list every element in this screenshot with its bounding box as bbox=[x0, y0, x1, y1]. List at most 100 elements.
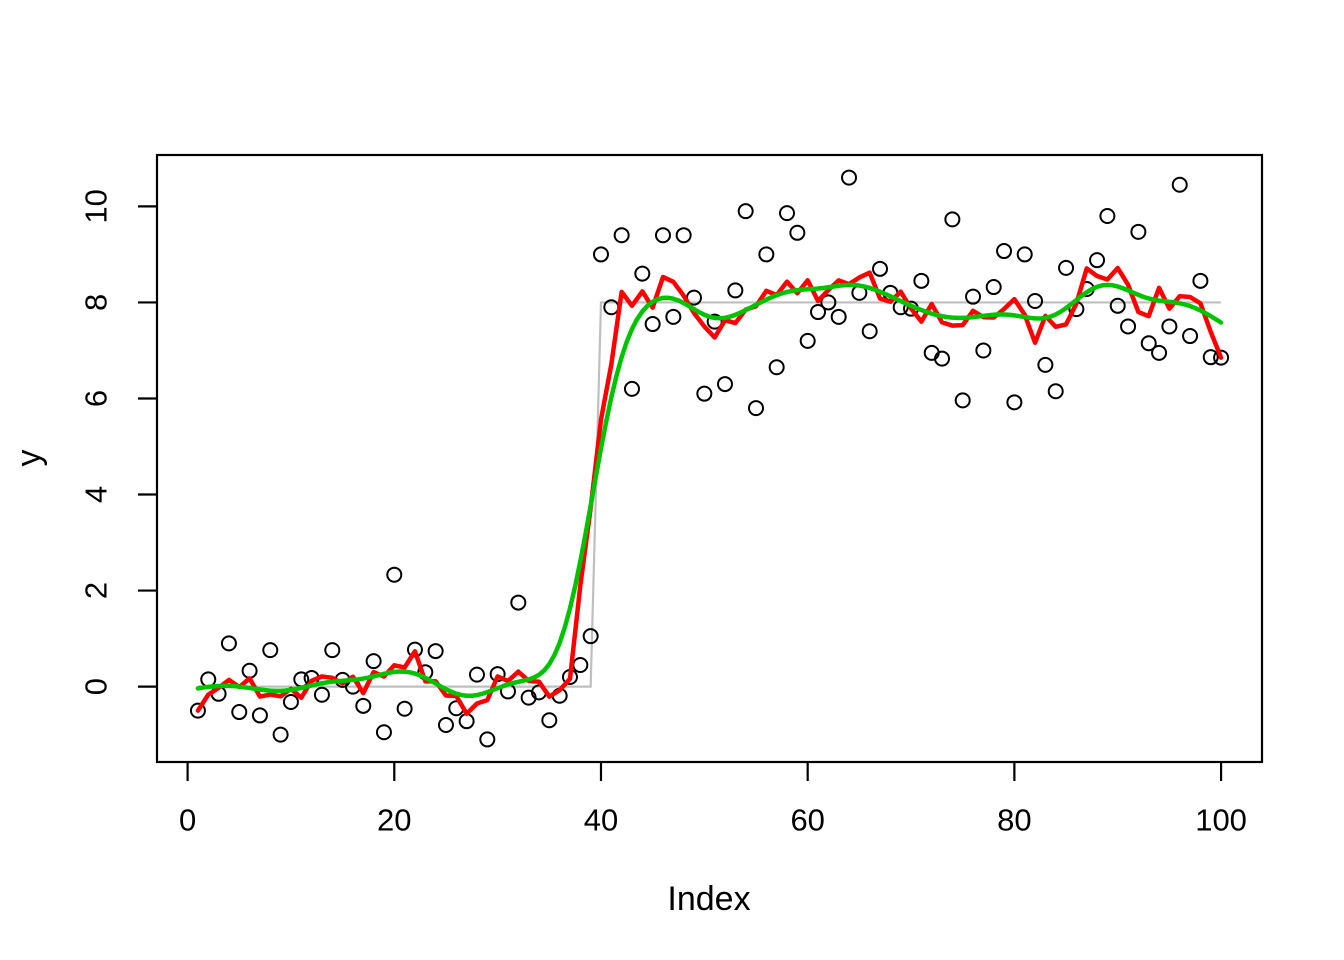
data-point bbox=[272, 726, 289, 743]
data-point bbox=[954, 392, 971, 409]
data-point bbox=[1027, 292, 1044, 309]
data-point bbox=[737, 203, 754, 220]
data-point bbox=[675, 227, 692, 244]
data-point bbox=[1140, 335, 1157, 352]
kernel-smooth-line-layer bbox=[195, 282, 1224, 699]
data-point bbox=[810, 304, 827, 321]
data-point bbox=[1109, 297, 1126, 314]
data-point bbox=[975, 342, 992, 359]
y-axis-title: y bbox=[10, 450, 48, 467]
data-point bbox=[1099, 207, 1116, 224]
data-point bbox=[437, 717, 454, 734]
data-point bbox=[365, 653, 382, 670]
data-point bbox=[1202, 349, 1219, 366]
data-point bbox=[231, 704, 248, 721]
data-point bbox=[758, 246, 775, 263]
x-tick-label: 20 bbox=[377, 803, 411, 838]
data-point bbox=[717, 376, 734, 393]
data-point bbox=[696, 385, 713, 402]
y-tick-label: 4 bbox=[79, 486, 114, 503]
data-point bbox=[1130, 223, 1147, 240]
data-point bbox=[748, 400, 765, 417]
x-tick-label: 0 bbox=[179, 803, 196, 838]
data-point bbox=[644, 316, 661, 333]
data-point bbox=[934, 350, 951, 367]
data-point bbox=[355, 697, 372, 714]
data-point bbox=[779, 205, 796, 222]
data-point bbox=[789, 224, 806, 241]
data-point bbox=[220, 635, 237, 652]
x-tick-label: 80 bbox=[997, 803, 1031, 838]
data-point bbox=[965, 288, 982, 305]
data-points-layer bbox=[189, 169, 1230, 748]
data-point bbox=[634, 265, 651, 282]
data-point bbox=[996, 243, 1013, 260]
data-point bbox=[375, 724, 392, 741]
data-point bbox=[1016, 246, 1033, 263]
data-point bbox=[985, 279, 1002, 296]
data-point bbox=[479, 731, 496, 748]
data-point bbox=[251, 707, 268, 724]
plot-border bbox=[155, 153, 1264, 764]
running-mean-line bbox=[195, 265, 1224, 716]
x-tick-label: 60 bbox=[790, 803, 824, 838]
running-mean-line-layer bbox=[195, 265, 1224, 716]
data-point bbox=[623, 380, 640, 397]
data-point bbox=[313, 686, 330, 703]
step-line-layer bbox=[197, 301, 1222, 688]
x-tick-label: 40 bbox=[584, 803, 618, 838]
x-tick-label: 100 bbox=[1195, 803, 1247, 838]
data-point bbox=[189, 702, 206, 719]
data-point bbox=[665, 308, 682, 325]
data-point bbox=[262, 642, 279, 659]
y-tick-label: 2 bbox=[79, 582, 114, 599]
data-point bbox=[861, 323, 878, 340]
data-point bbox=[1213, 349, 1230, 366]
data-point bbox=[386, 566, 403, 583]
data-point bbox=[1037, 356, 1054, 373]
x-axis-title: Index bbox=[667, 880, 750, 918]
data-point bbox=[582, 628, 599, 645]
data-point bbox=[427, 643, 444, 660]
y-tick-label: 6 bbox=[79, 390, 114, 407]
data-point bbox=[324, 642, 341, 659]
data-point bbox=[572, 656, 589, 673]
data-point bbox=[282, 693, 299, 710]
data-point bbox=[1171, 176, 1188, 193]
data-point bbox=[727, 282, 744, 299]
data-point bbox=[830, 308, 847, 325]
data-point bbox=[654, 227, 671, 244]
data-point bbox=[613, 227, 630, 244]
data-point bbox=[820, 294, 837, 311]
data-point bbox=[1047, 383, 1064, 400]
data-point bbox=[510, 594, 527, 611]
kernel-smooth-line bbox=[195, 282, 1224, 699]
data-point bbox=[1161, 318, 1178, 335]
data-point bbox=[913, 272, 930, 289]
data-point bbox=[241, 662, 258, 679]
data-point bbox=[468, 666, 485, 683]
data-point bbox=[1151, 344, 1168, 361]
data-point bbox=[458, 713, 475, 730]
data-point bbox=[1120, 318, 1137, 335]
data-point bbox=[768, 359, 785, 376]
data-point bbox=[1192, 272, 1209, 289]
axes-layer: 0 20 40 60 80 100 0 2 4 6 8 10 bbox=[79, 153, 1264, 838]
step-line bbox=[197, 301, 1222, 688]
data-point bbox=[841, 169, 858, 186]
data-point bbox=[944, 211, 961, 228]
data-point bbox=[872, 260, 889, 277]
data-point bbox=[396, 700, 413, 717]
y-tick-label: 8 bbox=[79, 294, 114, 311]
y-tick-label: 10 bbox=[79, 189, 114, 223]
data-point bbox=[1182, 328, 1199, 345]
data-point bbox=[592, 246, 609, 263]
data-point bbox=[1089, 252, 1106, 269]
data-point bbox=[799, 332, 816, 349]
data-point bbox=[1006, 394, 1023, 411]
data-point bbox=[541, 712, 558, 729]
y-tick-label: 0 bbox=[79, 678, 114, 695]
data-point bbox=[1058, 259, 1075, 276]
